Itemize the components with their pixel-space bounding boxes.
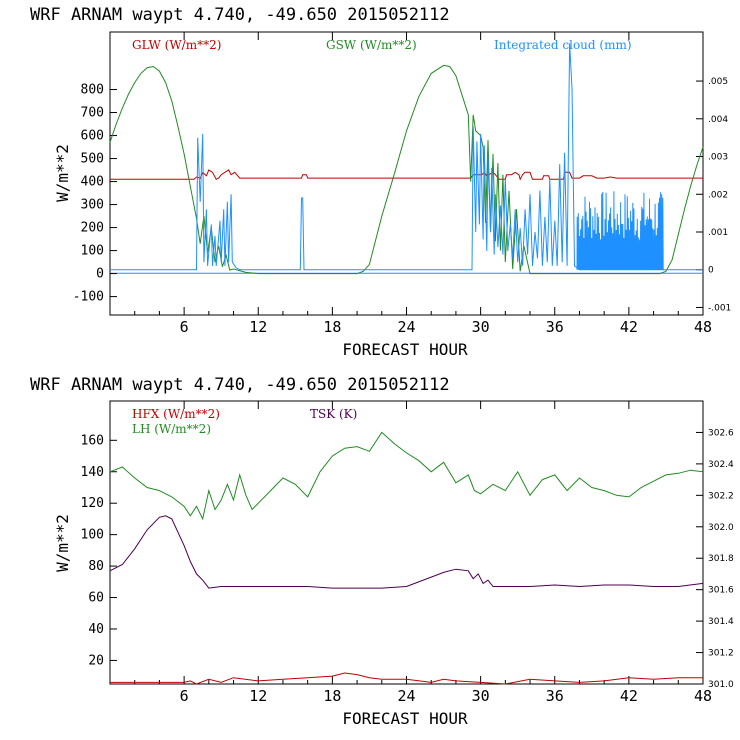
chart-1-legend-gsw: GSW (W/m**2) xyxy=(326,38,417,52)
y2-tick-label: .002 xyxy=(708,190,728,200)
chart-1-x-axis: 6 12 18 24 30 36 42 48 xyxy=(134,32,712,336)
y-tick-label: 300 xyxy=(81,198,104,213)
chart-2-xlabel: FORECAST HOUR xyxy=(342,709,468,728)
series-line-hfx xyxy=(110,672,703,685)
chart-2-legend-hfx: HFX (W/m**2) xyxy=(132,407,220,421)
y2-tick-label: 302.6 xyxy=(708,428,734,438)
chart-2-plot-frame xyxy=(109,400,704,685)
y-tick-label: 40 xyxy=(88,622,104,637)
series-line-cloud-bursts xyxy=(576,191,664,270)
chart-1: WRF ARNAM waypt 4.740, -49.650 201505211… xyxy=(30,5,731,359)
chart-2-x-axis: 6 12 18 24 30 36 42 48 xyxy=(134,401,712,705)
y2-tick-label: 301.2 xyxy=(708,649,734,659)
chart-2-legend-lh: LH (W/m**2) xyxy=(132,422,211,436)
x-tick-label: 6 xyxy=(180,318,189,336)
chart-1-legend-cloud: Integrated cloud (mm) xyxy=(494,38,632,52)
series-line-integrated xyxy=(110,43,703,271)
y2-tick-label: -.001 xyxy=(708,303,731,313)
series-line-tsk xyxy=(109,515,704,589)
y-tick-label: 80 xyxy=(88,559,104,574)
y2-tick-label: .005 xyxy=(708,77,728,87)
y-tick-label: 400 xyxy=(81,175,104,190)
y2-tick-label: 0 xyxy=(708,266,714,276)
chart-2-title: WRF ARNAM waypt 4.740, -49.650 201505211… xyxy=(30,375,450,395)
chart-2-y-axis: 20 40 60 80 100 120 140 160 xyxy=(81,433,117,668)
y2-tick-label: .001 xyxy=(708,228,728,238)
chart-2-ylabel: W/m**2 xyxy=(53,514,72,572)
y-tick-label: 0 xyxy=(96,267,104,282)
x-tick-label: 24 xyxy=(397,687,415,705)
y-tick-label: -100 xyxy=(73,290,104,305)
chart-1-title: WRF ARNAM waypt 4.740, -49.650 201505211… xyxy=(30,5,450,25)
y-tick-label: 60 xyxy=(88,591,104,606)
y2-tick-label: 301.6 xyxy=(708,586,734,596)
x-tick-label: 30 xyxy=(472,687,490,705)
series-line-lh xyxy=(109,431,704,521)
x-tick-label: 48 xyxy=(694,318,712,336)
y-tick-label: 160 xyxy=(81,433,104,448)
y-tick-label: 140 xyxy=(81,465,104,480)
y-tick-label: 100 xyxy=(81,244,104,259)
y-tick-label: 600 xyxy=(81,129,104,144)
chart-1-y2-axis: .005 .004 .003 .002 .001 0 -.001 xyxy=(696,77,731,313)
y-tick-label: 100 xyxy=(81,528,104,543)
y2-tick-label: 302.2 xyxy=(708,491,734,501)
chart-1-legend-glw: GLW (W/m**2) xyxy=(132,38,221,52)
x-tick-label: 42 xyxy=(620,687,638,705)
chart-1-ylabel: W/m**2 xyxy=(53,144,72,202)
y-tick-label: 200 xyxy=(81,221,104,236)
series-line-gsw xyxy=(109,64,704,275)
x-tick-label: 18 xyxy=(323,318,341,336)
chart-2: WRF ARNAM waypt 4.740, -49.650 201505211… xyxy=(30,375,734,728)
chart-2-y2-axis: 302.6 302.4 302.2 302.0 301.8 301.6 301.4 301.2… xyxy=(696,428,734,690)
y2-tick-label: 302.0 xyxy=(708,523,734,533)
y-tick-label: 500 xyxy=(81,152,104,167)
y-tick-label: 700 xyxy=(81,106,104,121)
chart-2-series xyxy=(109,431,704,685)
y2-tick-label: 302.4 xyxy=(708,460,734,470)
y-tick-label: 800 xyxy=(81,83,104,98)
x-tick-label: 18 xyxy=(323,687,341,705)
x-tick-label: 36 xyxy=(546,318,564,336)
y2-tick-label: 301.4 xyxy=(708,617,734,627)
y2-tick-label: .004 xyxy=(708,115,728,125)
y-tick-label: 20 xyxy=(88,653,104,668)
x-tick-label: 42 xyxy=(620,318,638,336)
x-tick-label: 6 xyxy=(180,687,189,705)
x-tick-label: 12 xyxy=(249,687,267,705)
x-tick-label: 30 xyxy=(472,318,490,336)
chart-1-series xyxy=(109,43,704,275)
chart-2-legend-tsk: TSK (K) xyxy=(310,407,357,421)
x-tick-label: 36 xyxy=(546,687,564,705)
y2-tick-label: .003 xyxy=(708,153,728,163)
chart-1-xlabel: FORECAST HOUR xyxy=(342,340,468,359)
x-tick-label: 24 xyxy=(397,318,415,336)
y2-tick-label: 301.0 xyxy=(708,680,734,690)
x-tick-label: 12 xyxy=(249,318,267,336)
y-tick-label: 120 xyxy=(81,496,104,511)
x-tick-label: 48 xyxy=(694,687,712,705)
chart-1-y-axis: -100 0 100 200 300 400 500 600 700 800 xyxy=(73,83,117,305)
y2-tick-label: 301.8 xyxy=(708,554,734,564)
